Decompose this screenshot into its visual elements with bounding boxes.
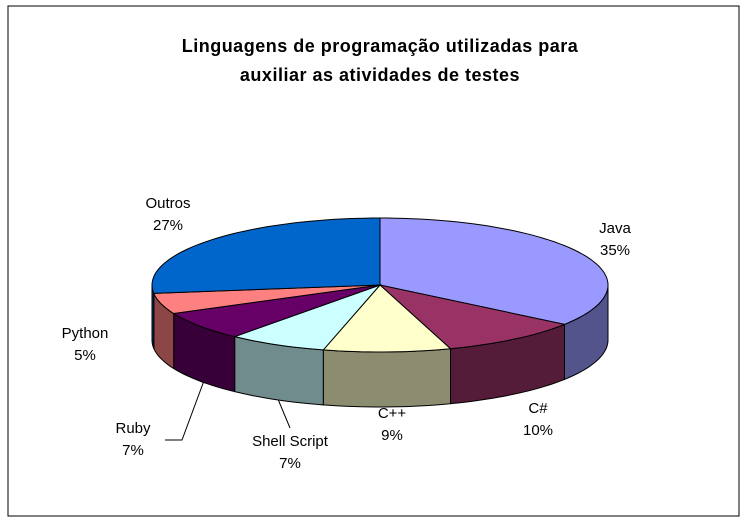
- value-label: 7%: [279, 455, 301, 472]
- value-label: 9%: [381, 427, 403, 444]
- slice-side: [151, 284, 155, 349]
- value-label: 7%: [122, 442, 144, 459]
- slice: [232, 283, 382, 351]
- value-label: 35%: [600, 242, 630, 259]
- slice: [378, 284, 567, 350]
- value-label: 5%: [74, 347, 96, 364]
- chart-title: Linguagens de programação utilizadas par…: [182, 36, 579, 56]
- slice-label: Ruby: [115, 420, 151, 437]
- slice-label: Python: [62, 325, 109, 342]
- slice-label: C#: [528, 400, 548, 417]
- slice-side: [322, 348, 451, 408]
- slice: [322, 284, 452, 353]
- chart-title: auxiliar as atividades de testes: [240, 65, 520, 85]
- leader-line: [165, 377, 206, 441]
- pie: [151, 217, 609, 408]
- slice: [172, 284, 381, 338]
- slice-label: C++: [378, 405, 407, 422]
- slice-label: Outros: [145, 195, 190, 212]
- value-label: 10%: [523, 422, 553, 439]
- slice-label: Shell Script: [252, 433, 329, 450]
- value-label: 27%: [153, 217, 183, 234]
- slice: [151, 217, 381, 294]
- slice: [379, 217, 609, 325]
- slice-label: Java: [599, 220, 631, 237]
- slice: [153, 284, 381, 315]
